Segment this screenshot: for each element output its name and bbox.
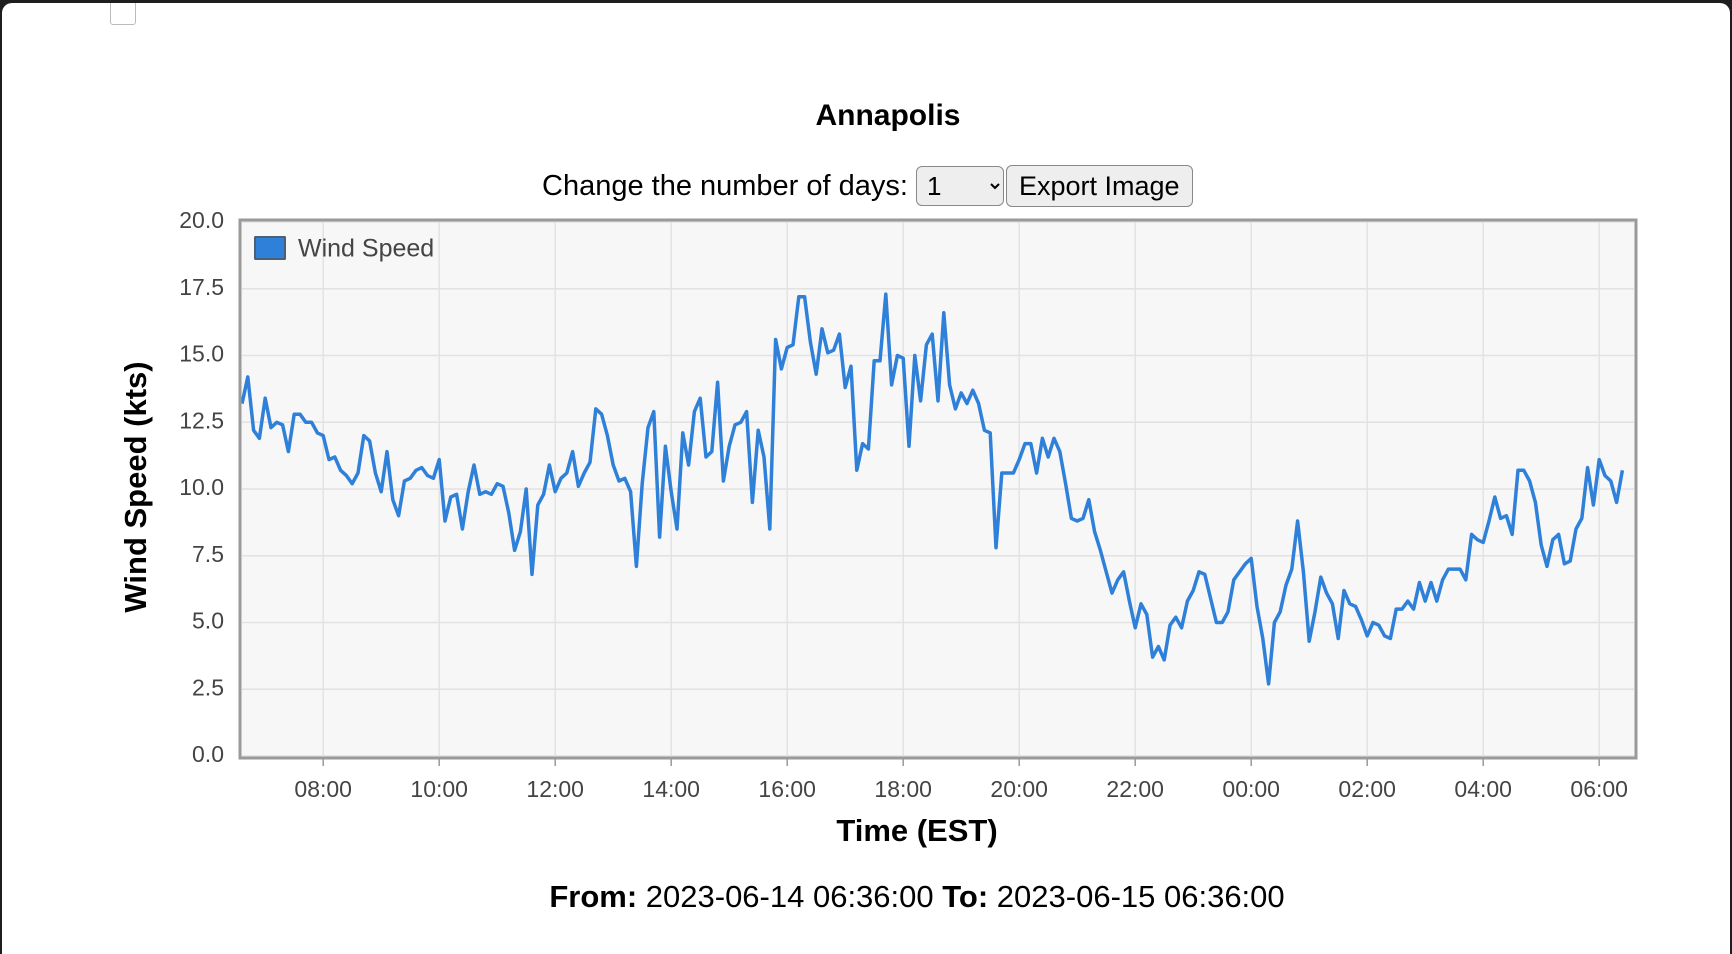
y-tick-label: 0.0 [192,741,224,767]
from-label: From: [549,879,638,914]
y-tick-label: 15.0 [179,341,224,367]
x-tick-label: 18:00 [874,776,932,802]
export-button[interactable]: Export Image [1005,165,1193,207]
y-tick-label: 12.5 [179,407,224,433]
x-axis-label: Time (EST) [836,813,997,848]
tab-icon [110,3,136,25]
y-tick-label: 10.0 [179,474,224,500]
y-tick-label: 5.0 [192,608,224,634]
x-tick-label: 06:00 [1570,776,1628,802]
window: Wind Speed (kts) Time (EST) 0.0 2.5 5.0 7.5… [2,3,1730,954]
controls: Change the number of days: 1 Export Imag… [542,165,1193,207]
x-tick-label: 10:00 [410,776,468,802]
x-tick-label: 14:00 [642,776,700,802]
from-value: 2023-06-14 06:36:00 [645,879,934,914]
legend-swatch-border [254,236,286,260]
chart: Wind Speed (kts) Time (EST) 0.0 2.5 5.0 7.5… [118,207,1638,848]
to-label: To: [942,879,989,914]
x-tick-label: 20:00 [990,776,1048,802]
page-title: Annapolis [815,99,961,132]
y-axis-label: Wind Speed (kts) [118,361,153,612]
line-series [240,292,1625,686]
x-tick-label: 00:00 [1222,776,1280,802]
x-tick-label: 04:00 [1454,776,1512,802]
y-tick-label: 7.5 [192,541,224,567]
legend-swatch [254,236,286,260]
x-tick-label: 16:00 [758,776,816,802]
y-tick-label: 20.0 [179,207,224,233]
y-tick-label: 2.5 [192,674,224,700]
x-tick-label: 12:00 [526,776,584,802]
days-select[interactable]: 1 [915,166,1004,206]
plot-border [238,218,1638,760]
grid [242,221,1634,757]
x-tick-label: 08:00 [294,776,352,802]
x-tick-label: 02:00 [1338,776,1396,802]
to-value: 2023-06-15 06:36:00 [996,879,1285,914]
y-tick-label: 17.5 [179,274,224,300]
days-label: Change the number of days: [542,169,908,202]
footer: From: 2023-06-14 06:36:00 To: 2023-06-15… [2,879,1730,915]
marks [240,292,1625,686]
legend-label: Wind Speed [298,235,434,263]
x-tick-label: 22:00 [1106,776,1164,802]
